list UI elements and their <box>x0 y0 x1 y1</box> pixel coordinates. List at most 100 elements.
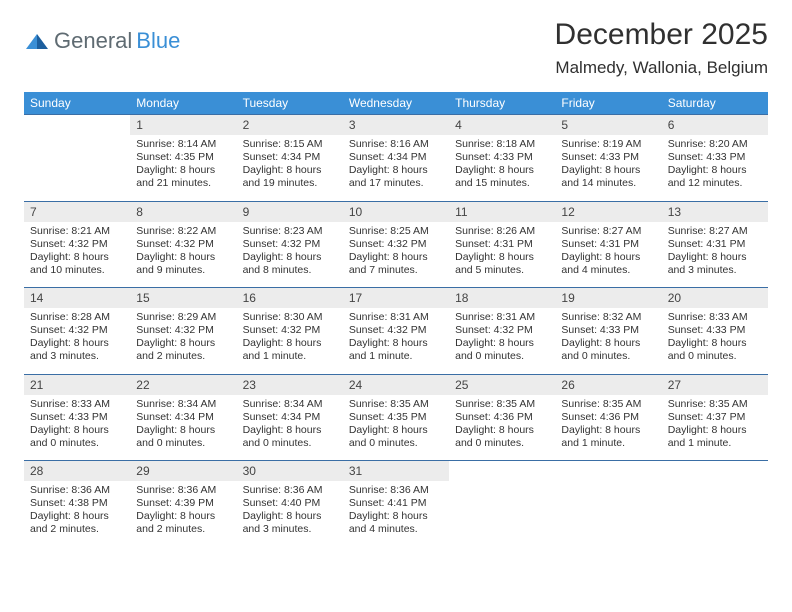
daylight-line1: Daylight: 8 hours <box>561 424 655 437</box>
daylight-line2: and 12 minutes. <box>668 177 762 190</box>
sunrise-text: Sunrise: 8:14 AM <box>136 138 230 151</box>
sunset-text: Sunset: 4:32 PM <box>30 238 124 251</box>
day-number: 6 <box>662 115 768 136</box>
day-cell: Sunrise: 8:23 AMSunset: 4:32 PMDaylight:… <box>237 222 343 288</box>
daylight-line1: Daylight: 8 hours <box>136 424 230 437</box>
daylight-line1: Daylight: 8 hours <box>243 164 337 177</box>
sunrise-text: Sunrise: 8:21 AM <box>30 225 124 238</box>
day-cell: Sunrise: 8:18 AMSunset: 4:33 PMDaylight:… <box>449 135 555 201</box>
daylight-line1: Daylight: 8 hours <box>455 164 549 177</box>
daylight-line1: Daylight: 8 hours <box>455 251 549 264</box>
day-cell: Sunrise: 8:22 AMSunset: 4:32 PMDaylight:… <box>130 222 236 288</box>
day-cell: Sunrise: 8:28 AMSunset: 4:32 PMDaylight:… <box>24 308 130 374</box>
sunrise-text: Sunrise: 8:32 AM <box>561 311 655 324</box>
day-number: 22 <box>130 374 236 395</box>
daylight-line1: Daylight: 8 hours <box>349 251 443 264</box>
day-cell: Sunrise: 8:34 AMSunset: 4:34 PMDaylight:… <box>237 395 343 461</box>
day-number: 21 <box>24 374 130 395</box>
daylight-line2: and 2 minutes. <box>136 523 230 536</box>
sunrise-text: Sunrise: 8:35 AM <box>349 398 443 411</box>
sunset-text: Sunset: 4:36 PM <box>455 411 549 424</box>
sunrise-text: Sunrise: 8:29 AM <box>136 311 230 324</box>
day-data-row: Sunrise: 8:21 AMSunset: 4:32 PMDaylight:… <box>24 222 768 288</box>
sunset-text: Sunset: 4:38 PM <box>30 497 124 510</box>
logo-icon <box>24 31 50 51</box>
day-cell: Sunrise: 8:35 AMSunset: 4:37 PMDaylight:… <box>662 395 768 461</box>
day-cell: Sunrise: 8:15 AMSunset: 4:34 PMDaylight:… <box>237 135 343 201</box>
sunset-text: Sunset: 4:33 PM <box>668 324 762 337</box>
daylight-line2: and 4 minutes. <box>561 264 655 277</box>
sunrise-text: Sunrise: 8:35 AM <box>668 398 762 411</box>
daylight-line2: and 1 minute. <box>243 350 337 363</box>
daylight-line1: Daylight: 8 hours <box>668 424 762 437</box>
daylight-line2: and 21 minutes. <box>136 177 230 190</box>
sunrise-text: Sunrise: 8:27 AM <box>668 225 762 238</box>
day-cell: Sunrise: 8:27 AMSunset: 4:31 PMDaylight:… <box>662 222 768 288</box>
sunrise-text: Sunrise: 8:33 AM <box>668 311 762 324</box>
weekday-header: Sunday <box>24 92 130 115</box>
sunrise-text: Sunrise: 8:31 AM <box>455 311 549 324</box>
sunrise-text: Sunrise: 8:18 AM <box>455 138 549 151</box>
sunset-text: Sunset: 4:34 PM <box>349 151 443 164</box>
day-number: 7 <box>24 201 130 222</box>
day-cell: Sunrise: 8:33 AMSunset: 4:33 PMDaylight:… <box>24 395 130 461</box>
location: Malmedy, Wallonia, Belgium <box>555 58 768 78</box>
day-cell: Sunrise: 8:26 AMSunset: 4:31 PMDaylight:… <box>449 222 555 288</box>
day-number: 3 <box>343 115 449 136</box>
day-number <box>449 461 555 482</box>
weekday-header: Saturday <box>662 92 768 115</box>
daylight-line1: Daylight: 8 hours <box>668 337 762 350</box>
day-cell: Sunrise: 8:16 AMSunset: 4:34 PMDaylight:… <box>343 135 449 201</box>
day-cell: Sunrise: 8:21 AMSunset: 4:32 PMDaylight:… <box>24 222 130 288</box>
sunset-text: Sunset: 4:32 PM <box>349 238 443 251</box>
day-number: 15 <box>130 288 236 309</box>
daylight-line2: and 0 minutes. <box>30 437 124 450</box>
day-cell: Sunrise: 8:35 AMSunset: 4:36 PMDaylight:… <box>449 395 555 461</box>
day-number <box>662 461 768 482</box>
day-cell: Sunrise: 8:32 AMSunset: 4:33 PMDaylight:… <box>555 308 661 374</box>
day-cell: Sunrise: 8:27 AMSunset: 4:31 PMDaylight:… <box>555 222 661 288</box>
day-number: 11 <box>449 201 555 222</box>
daylight-line2: and 1 minute. <box>668 437 762 450</box>
day-cell <box>662 481 768 547</box>
sunrise-text: Sunrise: 8:34 AM <box>136 398 230 411</box>
sunset-text: Sunset: 4:37 PM <box>668 411 762 424</box>
sunrise-text: Sunrise: 8:35 AM <box>561 398 655 411</box>
day-cell: Sunrise: 8:36 AMSunset: 4:40 PMDaylight:… <box>237 481 343 547</box>
day-cell: Sunrise: 8:19 AMSunset: 4:33 PMDaylight:… <box>555 135 661 201</box>
day-number: 27 <box>662 374 768 395</box>
daylight-line2: and 0 minutes. <box>455 350 549 363</box>
sunrise-text: Sunrise: 8:26 AM <box>455 225 549 238</box>
daylight-line1: Daylight: 8 hours <box>561 337 655 350</box>
calendar-table: Sunday Monday Tuesday Wednesday Thursday… <box>24 92 768 547</box>
day-number-row: 28293031 <box>24 461 768 482</box>
daylight-line1: Daylight: 8 hours <box>243 424 337 437</box>
sunset-text: Sunset: 4:33 PM <box>561 324 655 337</box>
daylight-line2: and 2 minutes. <box>136 350 230 363</box>
day-number: 10 <box>343 201 449 222</box>
sunrise-text: Sunrise: 8:36 AM <box>243 484 337 497</box>
daylight-line2: and 4 minutes. <box>349 523 443 536</box>
daylight-line2: and 0 minutes. <box>455 437 549 450</box>
day-data-row: Sunrise: 8:36 AM Sunset: 4:38 PM Daylight:… <box>24 481 768 547</box>
day-cell: Sunrise: 8:31 AMSunset: 4:32 PMDaylight:… <box>449 308 555 374</box>
sunrise-text: Sunrise: 8:28 AM <box>30 311 124 324</box>
day-number: 28 <box>24 461 130 482</box>
day-cell: Sunrise: 8:34 AMSunset: 4:34 PMDaylight:… <box>130 395 236 461</box>
daylight-line1: Daylight: 8 hours <box>30 337 124 350</box>
daylight-line2: and 0 minutes. <box>561 350 655 363</box>
daylight-line2: and 0 minutes. <box>668 350 762 363</box>
day-number: 30 <box>237 461 343 482</box>
day-cell: Sunrise: 8:20 AMSunset: 4:33 PMDaylight:… <box>662 135 768 201</box>
daylight-line2: and 15 minutes. <box>455 177 549 190</box>
daylight-line1: Daylight: 8 hours <box>136 510 230 523</box>
logo: GeneralBlue <box>24 28 180 54</box>
daylight-line2: and 3 minutes. <box>243 523 337 536</box>
sunset-text: Sunset: 4:40 PM <box>243 497 337 510</box>
day-cell: Sunrise: 8:31 AMSunset: 4:32 PMDaylight:… <box>343 308 449 374</box>
sunrise-text: Sunrise: 8:19 AM <box>561 138 655 151</box>
sunset-text: Sunset: 4:32 PM <box>243 324 337 337</box>
sunset-text: Sunset: 4:36 PM <box>561 411 655 424</box>
sunset-text: Sunset: 4:35 PM <box>136 151 230 164</box>
day-number <box>24 115 130 136</box>
